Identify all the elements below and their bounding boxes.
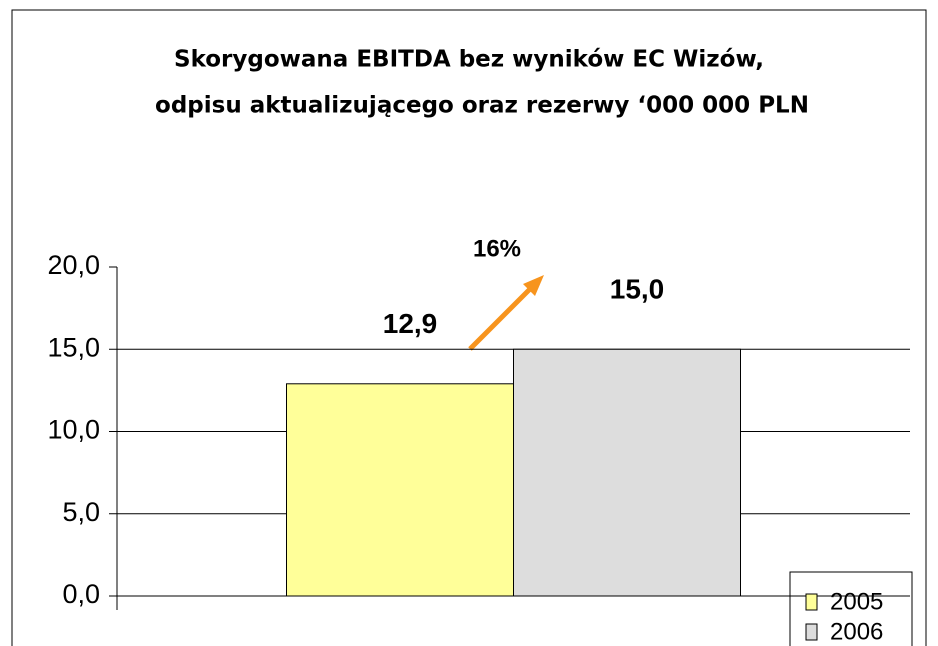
legend-swatch [805, 593, 818, 611]
legend-label: 2005 [830, 588, 883, 615]
value-label: 15,0 [610, 274, 665, 305]
legend-swatch [805, 623, 818, 641]
legend-label: 2006 [830, 618, 883, 645]
chart-title: Skorygowana EBITDA bez wyników EC Wizów, [174, 47, 764, 73]
annotation: 16% [473, 235, 521, 262]
y-tick-label: 20,0 [47, 250, 100, 280]
value-label: 12,9 [383, 308, 438, 339]
bar [513, 348, 741, 597]
y-tick-label: 0,0 [62, 579, 100, 609]
y-tick-label: 10,0 [47, 415, 100, 445]
chart-title: odpisu aktualizującego oraz rezerwy ‘000… [155, 93, 809, 119]
growth-arrow [468, 275, 544, 351]
y-tick-label: 5,0 [62, 497, 100, 527]
bar [286, 383, 514, 597]
y-tick-label: 15,0 [47, 332, 100, 362]
